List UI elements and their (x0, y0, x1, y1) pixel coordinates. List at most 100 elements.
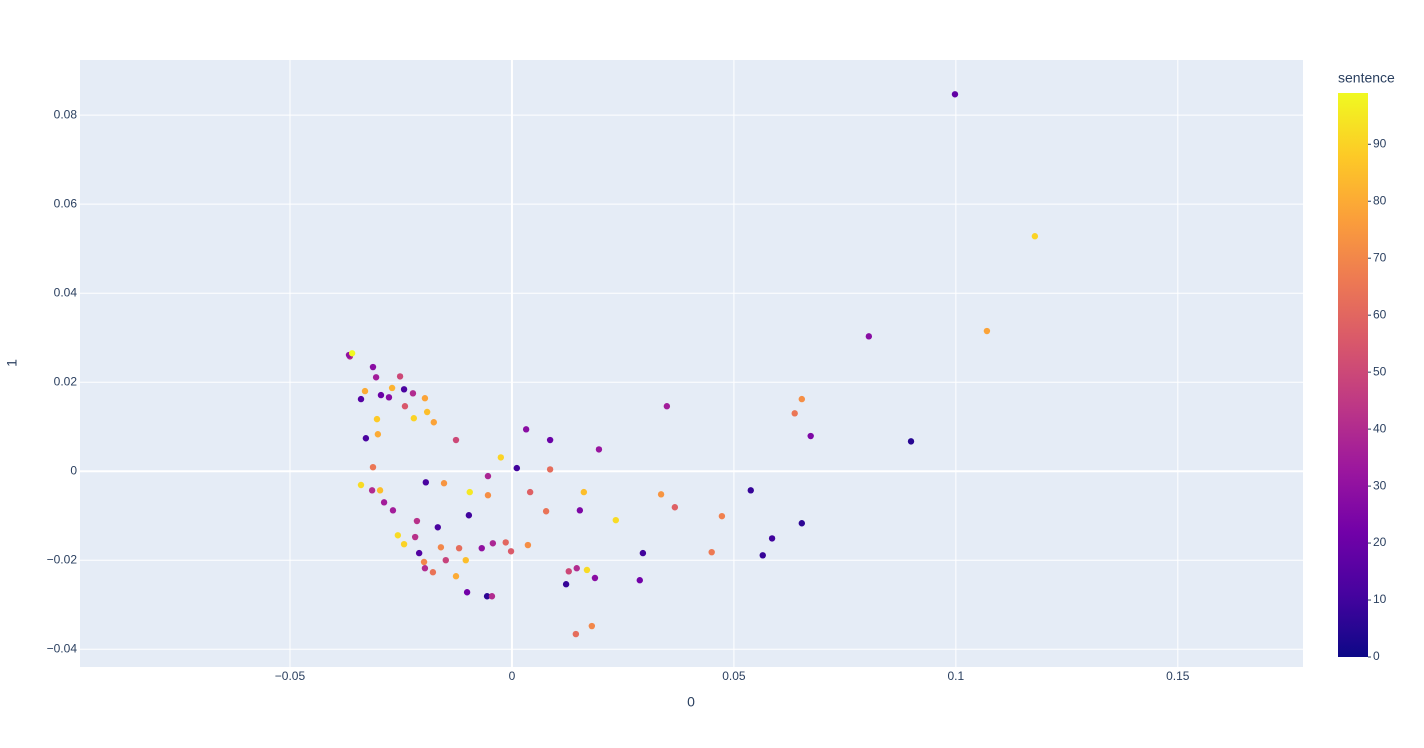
y-tick-label: 0.06 (54, 196, 78, 210)
point (865, 333, 873, 340)
point (542, 508, 550, 515)
point (747, 487, 754, 494)
point (400, 540, 408, 548)
colorbar-tick-label: 10 (1373, 592, 1387, 606)
point (385, 394, 393, 401)
point (484, 472, 492, 480)
point (357, 481, 365, 489)
point (663, 403, 671, 410)
colorbar-title: sentence (1338, 70, 1395, 86)
point (434, 524, 441, 531)
point (524, 541, 532, 549)
x-axis-title: 0 (687, 694, 695, 710)
x-tick-label: 0.15 (1166, 669, 1190, 683)
point (798, 395, 806, 403)
point (348, 350, 356, 357)
point (362, 435, 370, 442)
point (357, 395, 365, 403)
point (708, 548, 715, 556)
point (415, 549, 423, 557)
point (421, 565, 429, 572)
point (389, 507, 397, 514)
point (759, 552, 766, 559)
y-tick-label: 0.04 (54, 285, 78, 299)
point (507, 548, 515, 555)
colorbar-tick-label: 30 (1373, 478, 1387, 492)
point (612, 516, 620, 524)
point (565, 568, 572, 575)
point (430, 419, 438, 426)
point (463, 589, 471, 596)
point (410, 415, 418, 422)
point (636, 577, 643, 584)
plot-background (80, 60, 1303, 667)
point (489, 540, 497, 547)
colorbar-tick-label: 50 (1373, 364, 1387, 378)
point (546, 466, 554, 473)
point (522, 426, 530, 433)
y-axis-title: 1 (4, 359, 20, 367)
colorbar (1338, 93, 1368, 657)
point (373, 415, 381, 423)
point (369, 463, 377, 471)
point (400, 386, 408, 393)
y-tick-label: 0.08 (54, 107, 78, 121)
point (466, 488, 473, 496)
point (1031, 233, 1039, 240)
point (361, 387, 369, 395)
point (562, 581, 570, 588)
point (513, 464, 521, 472)
point (368, 487, 376, 494)
point (422, 479, 430, 486)
point (907, 438, 915, 445)
point (369, 363, 377, 371)
point (396, 373, 404, 380)
point (572, 630, 580, 638)
point (394, 532, 402, 539)
x-tick-label: 0.05 (722, 669, 746, 683)
point (421, 395, 429, 402)
colorbar-tick-label: 60 (1373, 307, 1387, 321)
point (497, 454, 505, 461)
point (437, 544, 445, 551)
y-tick-label: −0.02 (47, 552, 78, 566)
point (718, 512, 726, 520)
point (376, 487, 384, 494)
point (452, 436, 460, 444)
point (462, 556, 469, 564)
point (502, 539, 509, 546)
point (983, 327, 991, 335)
y-tick-label: 0.02 (54, 374, 78, 388)
point (423, 408, 431, 416)
point (951, 91, 959, 98)
point (580, 488, 588, 496)
point (413, 517, 421, 525)
colorbar-tick-label: 40 (1373, 421, 1387, 435)
point (588, 622, 596, 630)
x-tick-label: 0.1 (948, 669, 965, 683)
point (657, 491, 665, 498)
point (455, 544, 463, 552)
point (420, 558, 428, 566)
y-tick-label: −0.04 (47, 641, 78, 655)
point (671, 504, 679, 511)
point (791, 410, 798, 417)
point (380, 499, 388, 506)
point (465, 512, 473, 519)
point (576, 507, 584, 514)
colorbar-tick-label: 0 (1373, 649, 1380, 663)
point (442, 556, 449, 564)
point (546, 436, 554, 444)
point (583, 566, 591, 574)
colorbar-tick-label: 90 (1373, 136, 1387, 150)
point (452, 573, 460, 580)
point (377, 391, 385, 399)
point (595, 446, 603, 453)
point (573, 565, 580, 572)
point (488, 593, 496, 600)
point (388, 384, 396, 392)
x-tick-label: 0 (509, 669, 516, 683)
point (372, 374, 380, 381)
point (483, 593, 491, 600)
